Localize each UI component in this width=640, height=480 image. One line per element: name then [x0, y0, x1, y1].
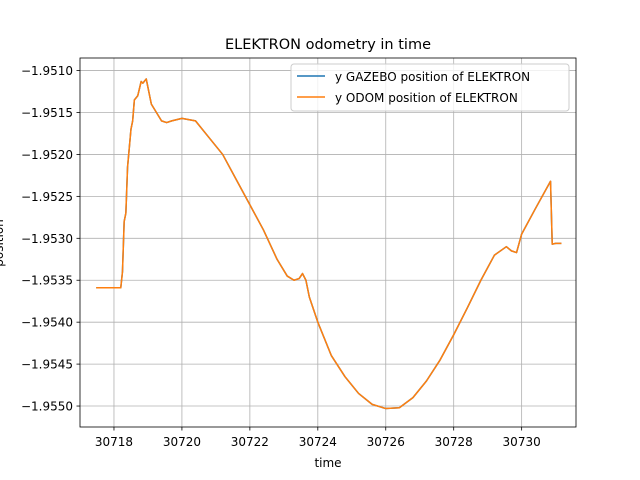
y-axis-label: position — [0, 219, 6, 267]
x-tick-label: 30722 — [231, 435, 269, 449]
legend-label-odom: y ODOM position of ELEKTRON — [335, 91, 518, 105]
legend-label-gazebo: y GAZEBO position of ELEKTRON — [335, 70, 530, 84]
chart-title: ELEKTRON odometry in time — [225, 37, 431, 53]
y-tick-label: −1.9550 — [21, 400, 73, 414]
plot-area-frame — [79, 57, 577, 428]
legend: y GAZEBO position of ELEKTRON y ODOM pos… — [290, 63, 570, 112]
series-line-1 — [96, 78, 562, 410]
y-tick-label: −1.9515 — [21, 106, 73, 120]
x-tick-label: 30728 — [435, 435, 473, 449]
y-axis-ticks: −1.9510 −1.9515 −1.9520 −1.9525 −1.9530 −1.95… — [21, 64, 80, 414]
x-axis-label: time — [314, 456, 341, 470]
series-lines — [96, 78, 562, 410]
x-tick-label: 30718 — [95, 435, 133, 449]
y-tick-label: −1.9535 — [21, 274, 73, 288]
x-tick-label: 30724 — [299, 435, 337, 449]
x-tick-label: 30726 — [367, 435, 405, 449]
grid-lines — [80, 58, 576, 427]
x-tick-label: 30720 — [163, 435, 201, 449]
y-tick-label: −1.9525 — [21, 190, 73, 204]
y-tick-label: −1.9530 — [21, 232, 73, 246]
x-tick-label: 30730 — [503, 435, 541, 449]
y-tick-label: −1.9520 — [21, 148, 73, 162]
y-tick-label: −1.9510 — [21, 64, 73, 78]
legend-box — [290, 63, 570, 112]
y-tick-label: −1.9540 — [21, 316, 73, 330]
y-tick-label: −1.9545 — [21, 358, 73, 372]
x-axis-ticks: 30718 30720 30722 30724 30726 30728 30730 — [95, 427, 541, 449]
